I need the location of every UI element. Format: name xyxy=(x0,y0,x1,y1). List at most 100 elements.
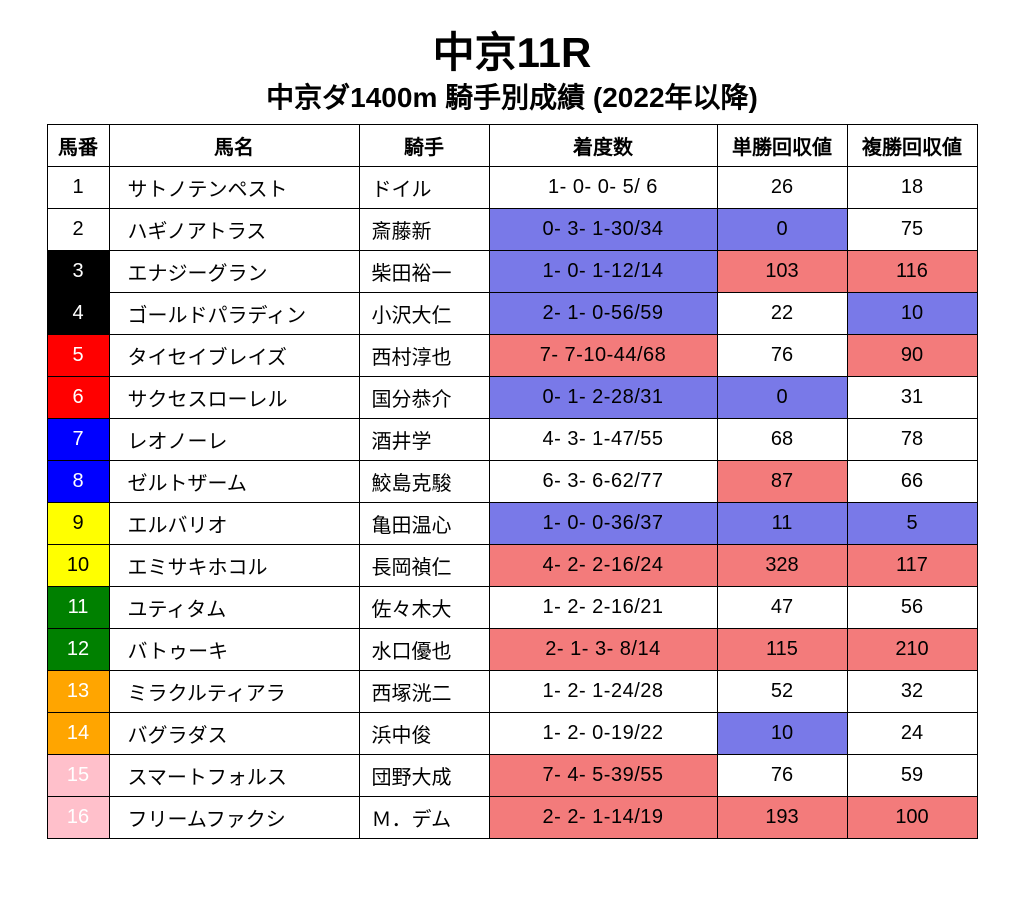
jockey-cell: 団野大成 xyxy=(359,755,489,797)
place-return-cell: 117 xyxy=(847,545,977,587)
horse-name-cell: エルバリオ xyxy=(109,503,359,545)
record-cell: 4- 2- 2-16/24 xyxy=(489,545,717,587)
horse-name-cell: エナジーグラン xyxy=(109,251,359,293)
col-header-record: 着度数 xyxy=(489,125,717,167)
col-header-place: 複勝回収値 xyxy=(847,125,977,167)
place-return-cell: 56 xyxy=(847,587,977,629)
win-return-cell: 328 xyxy=(717,545,847,587)
jockey-cell: 鮫島克駿 xyxy=(359,461,489,503)
table-row: 7レオノーレ酒井学4- 3- 1-47/556878 xyxy=(47,419,977,461)
table-row: 1サトノテンペストドイル1- 0- 0- 5/ 62618 xyxy=(47,167,977,209)
place-return-cell: 24 xyxy=(847,713,977,755)
horse-name-cell: レオノーレ xyxy=(109,419,359,461)
jockey-cell: 酒井学 xyxy=(359,419,489,461)
record-cell: 7- 7-10-44/68 xyxy=(489,335,717,377)
place-return-cell: 10 xyxy=(847,293,977,335)
win-return-cell: 115 xyxy=(717,629,847,671)
win-return-cell: 47 xyxy=(717,587,847,629)
win-return-cell: 76 xyxy=(717,335,847,377)
jockey-cell: 浜中俊 xyxy=(359,713,489,755)
table-row: 3エナジーグラン柴田裕一1- 0- 1-12/14103116 xyxy=(47,251,977,293)
table-row: 11ユティタム佐々木大1- 2- 2-16/214756 xyxy=(47,587,977,629)
jockey-cell: 亀田温心 xyxy=(359,503,489,545)
col-header-win: 単勝回収値 xyxy=(717,125,847,167)
horse-number-cell: 5 xyxy=(47,335,109,377)
horse-number-cell: 2 xyxy=(47,209,109,251)
jockey-stats-table: 馬番 馬名 騎手 着度数 単勝回収値 複勝回収値 1サトノテンペストドイル1- … xyxy=(47,124,978,839)
horse-name-cell: バトゥーキ xyxy=(109,629,359,671)
table-row: 9エルバリオ亀田温心1- 0- 0-36/37115 xyxy=(47,503,977,545)
col-header-jockey: 騎手 xyxy=(359,125,489,167)
win-return-cell: 26 xyxy=(717,167,847,209)
record-cell: 2- 1- 0-56/59 xyxy=(489,293,717,335)
record-cell: 1- 0- 1-12/14 xyxy=(489,251,717,293)
record-cell: 7- 4- 5-39/55 xyxy=(489,755,717,797)
col-header-horse: 馬名 xyxy=(109,125,359,167)
horse-name-cell: エミサキホコル xyxy=(109,545,359,587)
horse-number-cell: 13 xyxy=(47,671,109,713)
table-row: 12バトゥーキ水口優也2- 1- 3- 8/14115210 xyxy=(47,629,977,671)
horse-name-cell: タイセイブレイズ xyxy=(109,335,359,377)
table-row: 2ハギノアトラス斎藤新0- 3- 1-30/34075 xyxy=(47,209,977,251)
record-cell: 2- 2- 1-14/19 xyxy=(489,797,717,839)
win-return-cell: 52 xyxy=(717,671,847,713)
win-return-cell: 103 xyxy=(717,251,847,293)
table-row: 13ミラクルティアラ西塚洸二1- 2- 1-24/285232 xyxy=(47,671,977,713)
win-return-cell: 0 xyxy=(717,377,847,419)
win-return-cell: 22 xyxy=(717,293,847,335)
record-cell: 4- 3- 1-47/55 xyxy=(489,419,717,461)
jockey-cell: Ｍ．デム xyxy=(359,797,489,839)
horse-number-cell: 8 xyxy=(47,461,109,503)
horse-name-cell: サクセスローレル xyxy=(109,377,359,419)
horse-name-cell: サトノテンペスト xyxy=(109,167,359,209)
table-row: 15スマートフォルス団野大成7- 4- 5-39/557659 xyxy=(47,755,977,797)
jockey-cell: 小沢大仁 xyxy=(359,293,489,335)
win-return-cell: 193 xyxy=(717,797,847,839)
jockey-cell: 長岡禎仁 xyxy=(359,545,489,587)
horse-number-cell: 14 xyxy=(47,713,109,755)
horse-name-cell: スマートフォルス xyxy=(109,755,359,797)
horse-number-cell: 12 xyxy=(47,629,109,671)
place-return-cell: 32 xyxy=(847,671,977,713)
jockey-cell: 西村淳也 xyxy=(359,335,489,377)
place-return-cell: 100 xyxy=(847,797,977,839)
record-cell: 1- 2- 0-19/22 xyxy=(489,713,717,755)
horse-number-cell: 7 xyxy=(47,419,109,461)
race-subtitle: 中京ダ1400m 騎手別成績 (2022年以降) xyxy=(30,76,994,116)
table-body: 1サトノテンペストドイル1- 0- 0- 5/ 626182ハギノアトラス斎藤新… xyxy=(47,167,977,839)
horse-number-cell: 6 xyxy=(47,377,109,419)
place-return-cell: 5 xyxy=(847,503,977,545)
win-return-cell: 87 xyxy=(717,461,847,503)
jockey-cell: 水口優也 xyxy=(359,629,489,671)
win-return-cell: 0 xyxy=(717,209,847,251)
horse-name-cell: ミラクルティアラ xyxy=(109,671,359,713)
race-title: 中京11R xyxy=(30,30,994,76)
place-return-cell: 116 xyxy=(847,251,977,293)
place-return-cell: 75 xyxy=(847,209,977,251)
place-return-cell: 210 xyxy=(847,629,977,671)
place-return-cell: 18 xyxy=(847,167,977,209)
place-return-cell: 90 xyxy=(847,335,977,377)
win-return-cell: 11 xyxy=(717,503,847,545)
record-cell: 6- 3- 6-62/77 xyxy=(489,461,717,503)
record-cell: 1- 2- 1-24/28 xyxy=(489,671,717,713)
table-header-row: 馬番 馬名 騎手 着度数 単勝回収値 複勝回収値 xyxy=(47,125,977,167)
place-return-cell: 78 xyxy=(847,419,977,461)
place-return-cell: 59 xyxy=(847,755,977,797)
horse-name-cell: ユティタム xyxy=(109,587,359,629)
horse-number-cell: 11 xyxy=(47,587,109,629)
table-row: 6サクセスローレル国分恭介0- 1- 2-28/31031 xyxy=(47,377,977,419)
horse-number-cell: 1 xyxy=(47,167,109,209)
horse-number-cell: 4 xyxy=(47,293,109,335)
horse-name-cell: ゼルトザーム xyxy=(109,461,359,503)
table-row: 14バグラダス浜中俊1- 2- 0-19/221024 xyxy=(47,713,977,755)
table-row: 8ゼルトザーム鮫島克駿6- 3- 6-62/778766 xyxy=(47,461,977,503)
table-row: 16フリームファクシＭ．デム2- 2- 1-14/19193100 xyxy=(47,797,977,839)
horse-number-cell: 9 xyxy=(47,503,109,545)
horse-number-cell: 16 xyxy=(47,797,109,839)
horse-number-cell: 15 xyxy=(47,755,109,797)
table-row: 5タイセイブレイズ西村淳也7- 7-10-44/687690 xyxy=(47,335,977,377)
horse-name-cell: ゴールドパラディン xyxy=(109,293,359,335)
jockey-cell: 国分恭介 xyxy=(359,377,489,419)
record-cell: 0- 1- 2-28/31 xyxy=(489,377,717,419)
